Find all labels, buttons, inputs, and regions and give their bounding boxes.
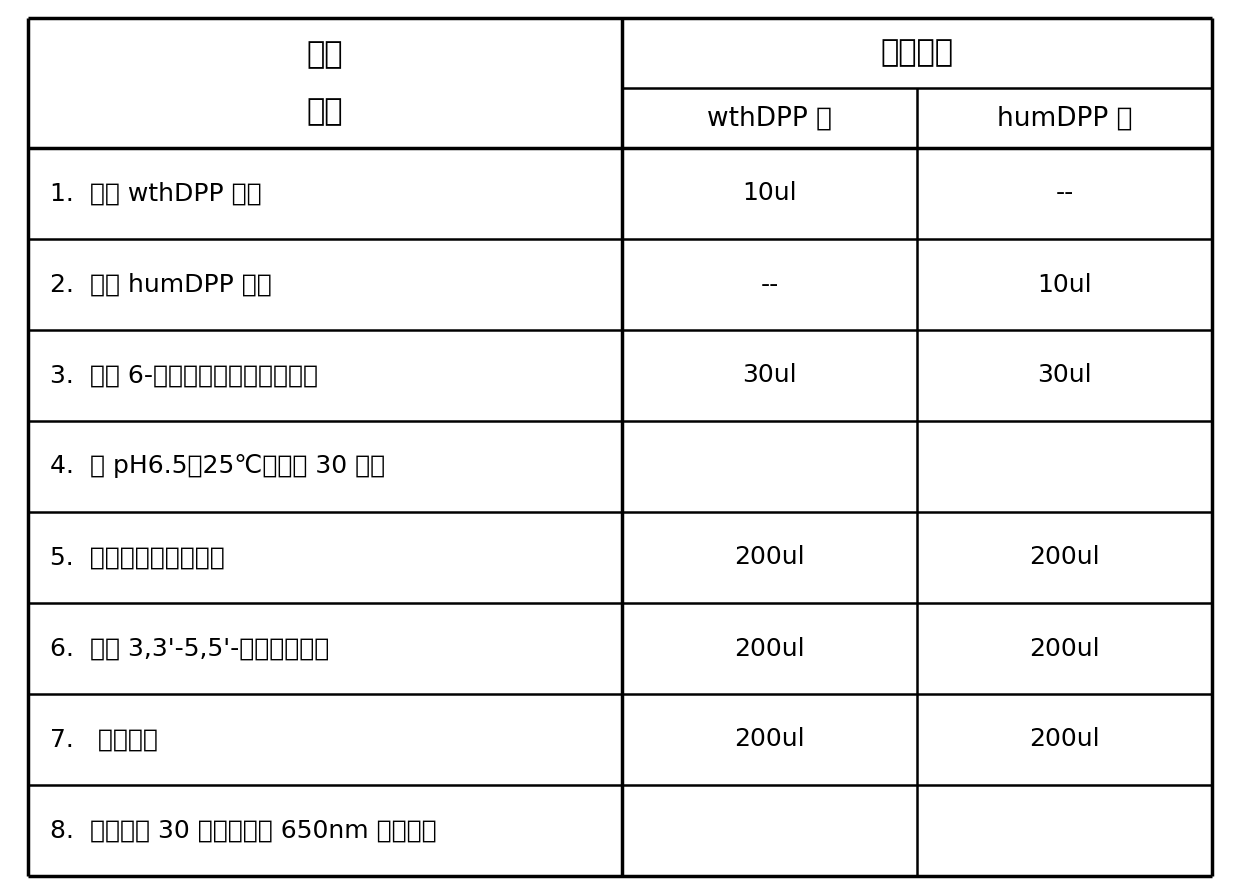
Text: 200ul: 200ul [734,637,805,661]
Text: 10ul: 10ul [1038,273,1092,297]
Text: 200ul: 200ul [1029,637,1100,661]
Text: --: -- [760,273,779,297]
Text: humDPP 组: humDPP 组 [997,105,1132,131]
Text: 反应体系: 反应体系 [880,38,954,68]
Text: 200ul: 200ul [1029,728,1100,752]
Text: 200ul: 200ul [734,545,805,569]
Text: 200ul: 200ul [1029,545,1100,569]
Text: 8.  混均显色 30 分钟，然后 650nm 测吸光值: 8. 混均显色 30 分钟，然后 650nm 测吸光值 [50,819,436,842]
Text: 10ul: 10ul [743,181,797,206]
Text: 200ul: 200ul [734,728,805,752]
Text: 1.  加入 wthDPP 酶液: 1. 加入 wthDPP 酶液 [50,181,262,206]
Text: --: -- [1055,181,1074,206]
Text: 2.  加入 humDPP 酶液: 2. 加入 humDPP 酶液 [50,273,272,297]
Text: 6.  加入 3,3'-5,5'-四甲基联苯胺: 6. 加入 3,3'-5,5'-四甲基联苯胺 [50,637,330,661]
Text: 方法: 方法 [308,97,343,126]
Text: 7.   加入甲醇: 7. 加入甲醇 [50,728,157,752]
Text: 30ul: 30ul [743,364,797,387]
Text: wthDPP 组: wthDPP 组 [707,105,832,131]
Text: 4.  在 pH6.5、25℃、反应 30 分钟: 4. 在 pH6.5、25℃、反应 30 分钟 [50,454,386,478]
Text: 5.  加入辣根过氧化物酶: 5. 加入辣根过氧化物酶 [50,545,224,569]
Text: 步骤: 步骤 [308,40,343,69]
Text: 30ul: 30ul [1038,364,1092,387]
Text: 3.  加入 6-甲氧基双呋喃香豆素溶液: 3. 加入 6-甲氧基双呋喃香豆素溶液 [50,364,317,387]
